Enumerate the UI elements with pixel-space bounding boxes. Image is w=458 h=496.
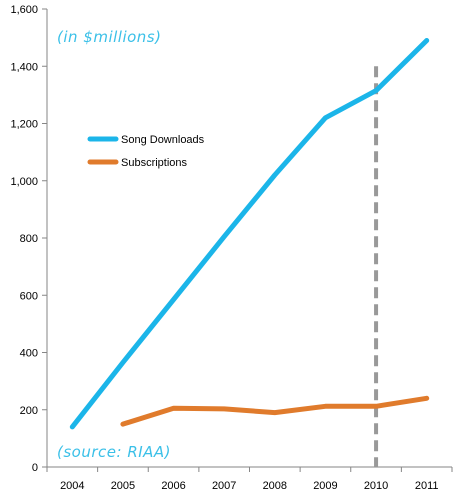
x-tick-label: 2009 xyxy=(313,480,337,492)
data-point-subscriptions xyxy=(272,410,277,415)
y-axis: 0 200 400 600 800 1,000 1,200 1,400 1,600 xyxy=(10,4,48,474)
source-annotation: (source: RIAA) xyxy=(57,443,171,461)
x-tick-label: 2005 xyxy=(111,480,135,492)
units-annotation: (in $millions) xyxy=(57,28,161,46)
series-line-subscriptions xyxy=(120,395,430,427)
data-point-subscriptions xyxy=(120,422,125,427)
y-tick-label: 1,400 xyxy=(10,61,38,73)
x-tick-label: 2010 xyxy=(364,480,388,492)
series-group xyxy=(69,38,430,430)
data-point-song-downloads xyxy=(374,88,379,93)
legend-label-song-downloads: Song Downloads xyxy=(121,134,205,146)
y-tick-label: 1,200 xyxy=(10,119,38,131)
data-point-subscriptions xyxy=(171,406,176,411)
series-line-song-downloads xyxy=(69,38,430,430)
data-point-subscriptions xyxy=(424,396,429,401)
x-tick-label: 2004 xyxy=(60,480,84,492)
x-tick-label: 2007 xyxy=(212,480,236,492)
y-tick-label: 800 xyxy=(20,233,38,245)
y-tick-label: 200 xyxy=(20,405,38,417)
x-tick-label: 2011 xyxy=(415,480,439,492)
data-point-subscriptions xyxy=(222,406,227,411)
data-point-song-downloads xyxy=(171,297,176,302)
y-tick-label: 1,600 xyxy=(10,4,38,16)
y-tick-label: 1,000 xyxy=(10,176,38,188)
data-point-song-downloads xyxy=(222,234,227,239)
y-tick-label: 600 xyxy=(20,290,38,302)
data-point-song-downloads xyxy=(272,173,277,178)
data-point-song-downloads xyxy=(120,360,125,365)
y-tick-label: 0 xyxy=(32,462,38,474)
x-axis: 2004 2005 2006 2007 2008 2009 2010 2011 xyxy=(46,466,453,492)
legend-label-subscriptions: Subscriptions xyxy=(121,157,188,169)
data-point-song-downloads xyxy=(424,38,429,43)
x-tick-label: 2008 xyxy=(263,480,287,492)
data-point-song-downloads xyxy=(323,115,328,120)
y-tick-label: 400 xyxy=(20,348,38,360)
x-tick-label: 2006 xyxy=(161,480,185,492)
data-point-song-downloads xyxy=(70,424,75,429)
data-point-subscriptions xyxy=(323,404,328,409)
data-point-subscriptions xyxy=(374,404,379,409)
legend: Song Downloads Subscriptions xyxy=(87,134,205,169)
